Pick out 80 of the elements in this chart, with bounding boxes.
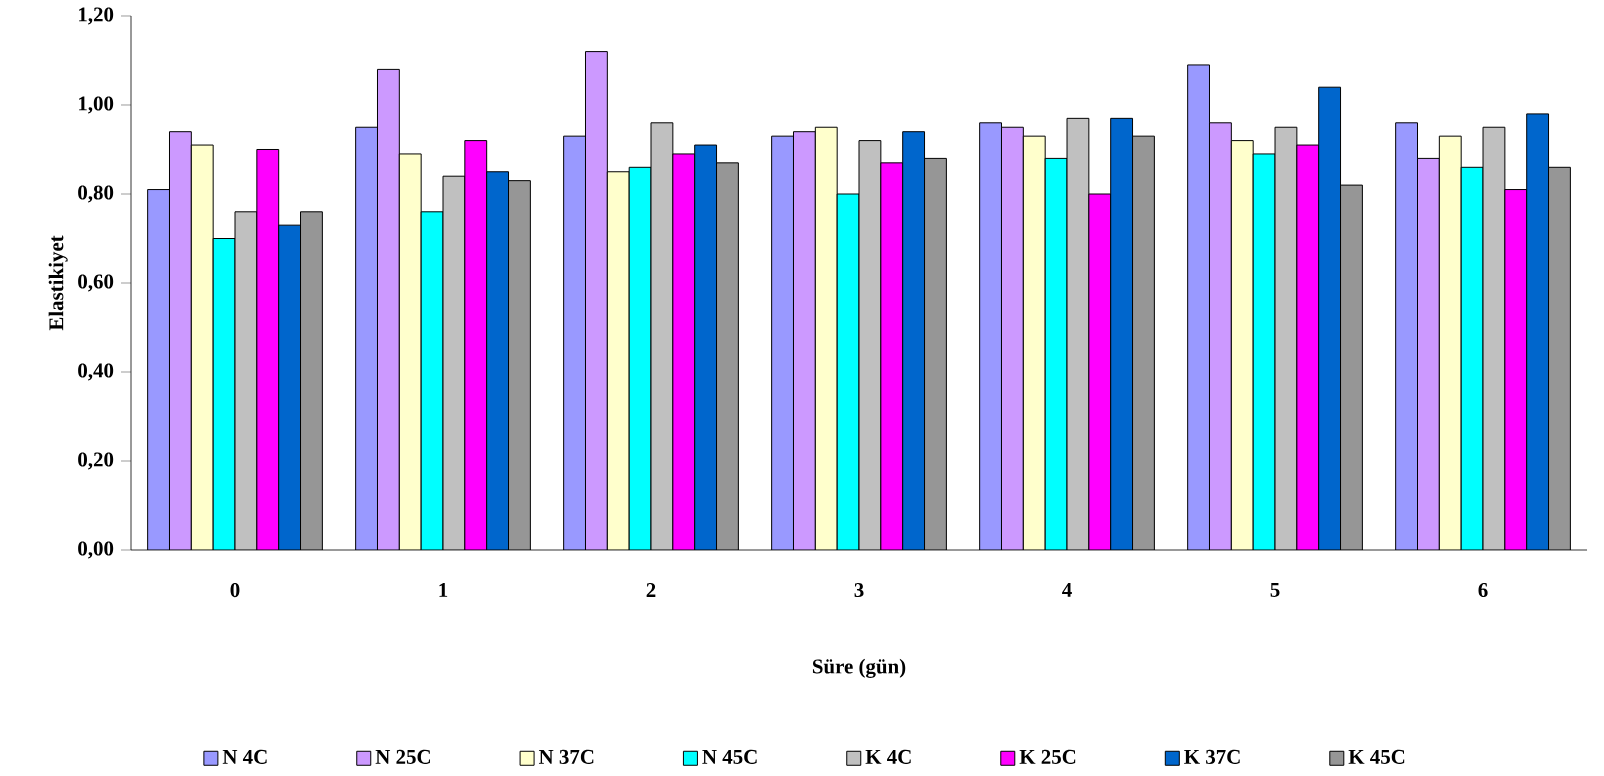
bar [1460,166,1484,550]
bar [694,145,717,550]
bar [1067,118,1089,550]
bar [793,131,816,550]
bar [607,171,630,550]
y-tick-label: 0,80 [78,185,114,203]
bar [300,211,323,550]
bar [1526,113,1550,550]
bar [1504,189,1528,550]
bar [1231,140,1254,550]
legend-label: K 4C [865,749,911,764]
bar [629,167,652,550]
x-tick-label: 2 [646,583,656,597]
bar [1417,157,1440,550]
bar [235,211,257,550]
bar [716,162,739,550]
bar [979,122,1002,550]
bar [213,238,235,550]
bar [563,136,586,550]
bar [1132,136,1155,550]
bar [1340,185,1363,550]
bar [651,122,673,550]
y-tick-label: 0,40 [78,363,114,381]
legend-label: N 45C [702,749,757,764]
bar [815,127,838,550]
bar [256,149,279,550]
legend-label: K 45C [1348,749,1405,764]
legend-label: N 25C [375,749,430,764]
bar [1296,145,1319,550]
bar [191,145,214,550]
x-axis-title: Süre (gün) [812,658,906,678]
y-tick-label: 0,00 [78,541,114,559]
bar [1438,135,1462,550]
legend-label: N 4C [222,749,267,764]
bar [1395,122,1418,550]
bar [1023,136,1046,550]
bar [147,189,170,550]
bar [1187,64,1210,550]
bar [859,140,881,550]
bar [169,131,192,550]
bar [1318,87,1341,550]
bar [837,194,860,550]
bar [771,136,794,550]
x-tick-label: 0 [230,583,240,598]
bar [1088,194,1111,550]
bar [1548,166,1571,550]
bar [443,176,465,550]
bar [1253,153,1276,550]
legend-label: N 37C [538,749,594,764]
bar [421,211,444,550]
y-axis-title: Elastikiyet [48,235,68,331]
bar [1001,127,1024,550]
bar [1110,118,1133,550]
bar [1275,127,1297,550]
bar [464,140,487,550]
bar [399,153,422,550]
bar [902,131,925,550]
x-tick-label: 3 [854,583,864,598]
y-tick-label: 1,20 [79,7,114,25]
bar [355,127,378,550]
legend-label: K 25C [1019,749,1076,764]
bar [486,171,509,550]
y-tick-label: 0,20 [78,452,114,470]
y-tick-label: 0,60 [78,274,114,292]
bar [924,158,947,550]
bar [278,225,301,550]
bar [1209,122,1232,550]
x-tick-label: 4 [1062,583,1072,597]
y-tick-label: 1,00 [79,96,114,114]
bar [1045,158,1068,550]
bar [880,162,903,550]
x-tick-label: 1 [439,583,448,597]
x-tick-label: 5 [1270,583,1280,597]
legend-label: K 37C [1184,749,1240,764]
bar [1482,126,1506,550]
bar [377,69,400,550]
bar [508,180,531,550]
bar [672,153,695,550]
bar [585,51,608,550]
x-tick-label: 6 [1478,583,1488,598]
